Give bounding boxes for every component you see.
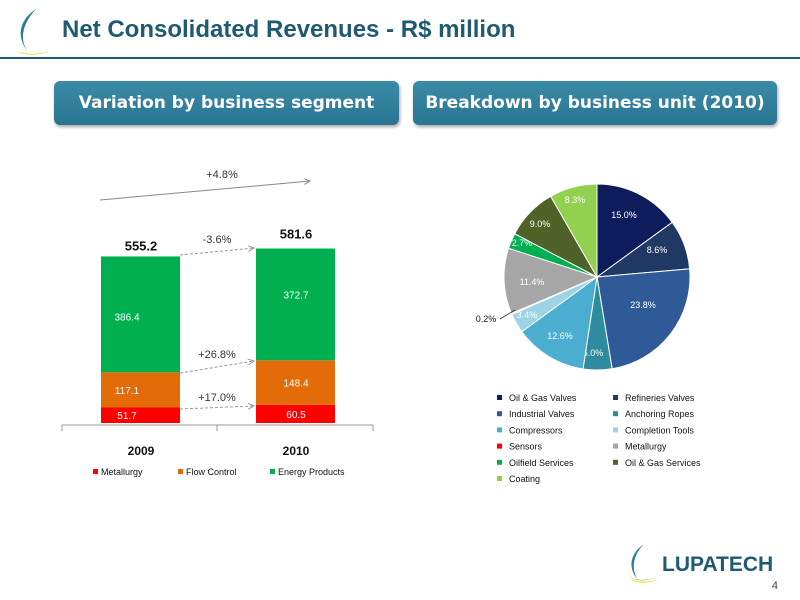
- legend-swatch: [93, 469, 98, 474]
- legend-swatch: [613, 395, 618, 400]
- legend-swatch: [497, 427, 502, 433]
- legend-label: Metallurgy: [101, 467, 143, 477]
- legend-swatch: [270, 469, 275, 474]
- bar-total-label: 555.2: [125, 238, 158, 253]
- pie-slice-industrial-valves: [596, 268, 691, 370]
- legend-label: Oil & Gas Valves: [509, 393, 577, 403]
- energy-change-arrow: [179, 248, 254, 256]
- pie-slice-label: 9.0%: [530, 219, 551, 229]
- bar-value-label: 60.5: [286, 410, 306, 421]
- x-tick-label: 2009: [128, 444, 155, 458]
- page-number: 4: [771, 580, 778, 592]
- legend-swatch: [613, 459, 618, 465]
- bar-segment-flow-control-2010: [256, 360, 335, 405]
- section-header-right: Breakdown by business unit (2010): [413, 81, 777, 125]
- legend-label: Coating: [509, 474, 540, 484]
- pie-slice-oil-gas-valves: [596, 183, 673, 278]
- bar-value-label: 372.7: [283, 290, 308, 301]
- pie-slice-label: 5.0%: [583, 348, 604, 358]
- metallurgy-change-label: +17.0%: [198, 392, 236, 404]
- pie-slice-label: 23.8%: [630, 300, 656, 310]
- bar-segment-flow-control-2009: [101, 372, 180, 408]
- pie-slice-label: 3.4%: [517, 310, 538, 320]
- legend-label: Industrial Valves: [509, 409, 575, 419]
- bar-total-label: 581.6: [280, 227, 313, 242]
- legend-label: Oil & Gas Services: [625, 458, 701, 468]
- pie-slice-label: 15.0%: [611, 210, 637, 220]
- legend-label: Completion Tools: [625, 425, 694, 435]
- legend-swatch: [613, 427, 618, 433]
- legend-label: Metallurgy: [625, 442, 667, 452]
- legend-label: Flow Control: [186, 467, 237, 477]
- x-tick-label: 2010: [283, 444, 310, 458]
- legend-label: Energy Products: [278, 467, 345, 477]
- bar-value-label: 386.4: [114, 312, 139, 323]
- legend-swatch: [178, 469, 183, 474]
- legend-swatch: [497, 459, 502, 465]
- section-header-left: Variation by business segment: [54, 81, 399, 125]
- legend-label: Sensors: [509, 442, 543, 452]
- legend-swatch: [497, 476, 502, 481]
- total-change-arrow: [99, 181, 310, 201]
- legend-label: Anchoring Ropes: [625, 409, 695, 419]
- pie-slice-label: 8.3%: [565, 195, 586, 205]
- bar-value-label: 117.1: [115, 386, 140, 397]
- flow-change-arrow: [179, 361, 254, 374]
- legend-swatch: [497, 411, 502, 417]
- legend-label: Compressors: [509, 425, 563, 435]
- page-title: Net Consolidated Revenues - R$ million: [62, 16, 516, 43]
- pie-slice-label: 8.6%: [647, 245, 668, 255]
- logo-swoosh-icon: [626, 544, 658, 583]
- pie-slice-label: 12.6%: [547, 331, 573, 341]
- logo-text: LUPATECH: [662, 553, 773, 576]
- pie-slice-label: 11.4%: [520, 277, 545, 287]
- legend-swatch: [613, 443, 618, 449]
- logo-swoosh-icon: [6, 6, 52, 56]
- legend-label: Refineries Valves: [625, 393, 695, 403]
- bar-value-label: 148.4: [283, 379, 308, 390]
- flow-change-label: +26.8%: [198, 349, 236, 361]
- pie-slice-label: 2.7%: [512, 238, 533, 248]
- legend-swatch: [497, 395, 502, 400]
- pie-leader-line: [499, 309, 516, 320]
- pie-slice-coating: [549, 183, 598, 279]
- metallurgy-change-arrow: [179, 406, 254, 409]
- legend-swatch: [613, 411, 618, 417]
- title-divider: [0, 57, 800, 59]
- lupatech-logo: LUPATECH: [624, 542, 774, 584]
- pie-slice-label: 0.2%: [476, 314, 497, 324]
- bar-segment-energy-products-2010: [256, 248, 335, 361]
- bar-segment-metallurgy-2009: [101, 407, 180, 423]
- bar-value-label: 51.7: [117, 411, 137, 422]
- bar-segment-energy-products-2009: [101, 256, 180, 373]
- legend-swatch: [497, 443, 502, 449]
- bar-segment-metallurgy-2010: [256, 404, 335, 423]
- pie-slice-compressors: [521, 275, 598, 370]
- total-change-label: +4.8%: [206, 169, 238, 181]
- energy-change-label: -3.6%: [203, 234, 232, 246]
- legend-label: Oilfield Services: [509, 458, 574, 468]
